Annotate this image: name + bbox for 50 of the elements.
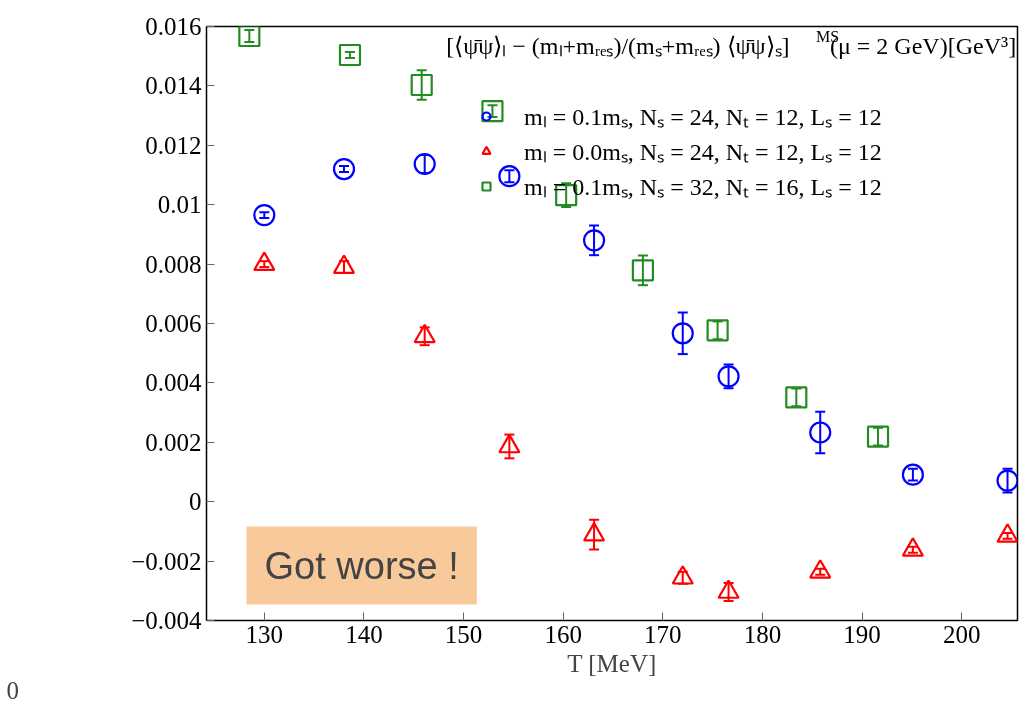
point: [338, 43, 362, 67]
point: [332, 157, 356, 181]
point: [901, 463, 924, 486]
point: [706, 319, 729, 342]
point: [481, 100, 504, 123]
y-tick-label: 0.014: [145, 72, 202, 100]
x-tick-label: 180: [743, 620, 782, 648]
y-tick-label: 0: [189, 488, 202, 516]
point: [631, 259, 654, 282]
x-tick-label: 200: [942, 620, 981, 648]
y-tick-label: 0.008: [145, 250, 202, 278]
text: 0: [6, 676, 19, 704]
y-tick-label: −0.004: [131, 607, 202, 634]
y-tick-label: 0.012: [145, 131, 202, 159]
point: [866, 425, 890, 448]
x-tick-label: 130: [245, 620, 284, 648]
legend-label: mₗ = 0.1mₛ, Nₛ = 24, Nₜ = 12, Lₛ = 12: [524, 103, 882, 132]
chart-title: [⟨ψ̄ψ⟩ₗ − (mₗ+mᵣₑₛ)/(mₛ+mᵣₑₛ) ⟨ψ̄ψ⟩ₛ]MS(μ = 2 GeV)[GeV³]: [446, 28, 1017, 59]
point: [582, 229, 606, 252]
point: [413, 152, 436, 176]
y-tick-label: −0.002: [131, 547, 202, 575]
x-axis-title: T [MeV]: [567, 649, 657, 677]
x-tick-label: 160: [544, 620, 582, 648]
point: [717, 579, 740, 599]
point: [809, 559, 832, 579]
point: [498, 433, 521, 454]
x-tick-label: 150: [444, 620, 483, 648]
point: [809, 421, 832, 444]
point: [717, 365, 740, 388]
point: [785, 386, 808, 409]
x-tick-label: 190: [843, 620, 881, 648]
y-tick-label: 0.016: [145, 13, 202, 40]
point: [671, 322, 694, 345]
y-tick-label: 0.004: [145, 369, 202, 397]
point: [996, 523, 1018, 543]
point: [238, 26, 261, 48]
annotation: Got worse !: [264, 544, 459, 587]
x-tick-label: 140: [345, 620, 383, 648]
point: [410, 73, 433, 97]
point: [498, 165, 521, 188]
point: [901, 537, 924, 557]
x-tick-label: 170: [644, 620, 682, 648]
point: [582, 522, 606, 542]
point: [996, 469, 1018, 492]
y-tick-label: 0.006: [145, 310, 202, 337]
legend-label: mₗ = 0.0mₛ, Nₛ = 24, Nₜ = 12, Lₛ = 12: [524, 138, 882, 167]
y-tick-label: 0.002: [145, 428, 202, 456]
point: [253, 204, 276, 227]
y-tick-label: 0.01: [157, 191, 202, 219]
point: [671, 565, 694, 585]
